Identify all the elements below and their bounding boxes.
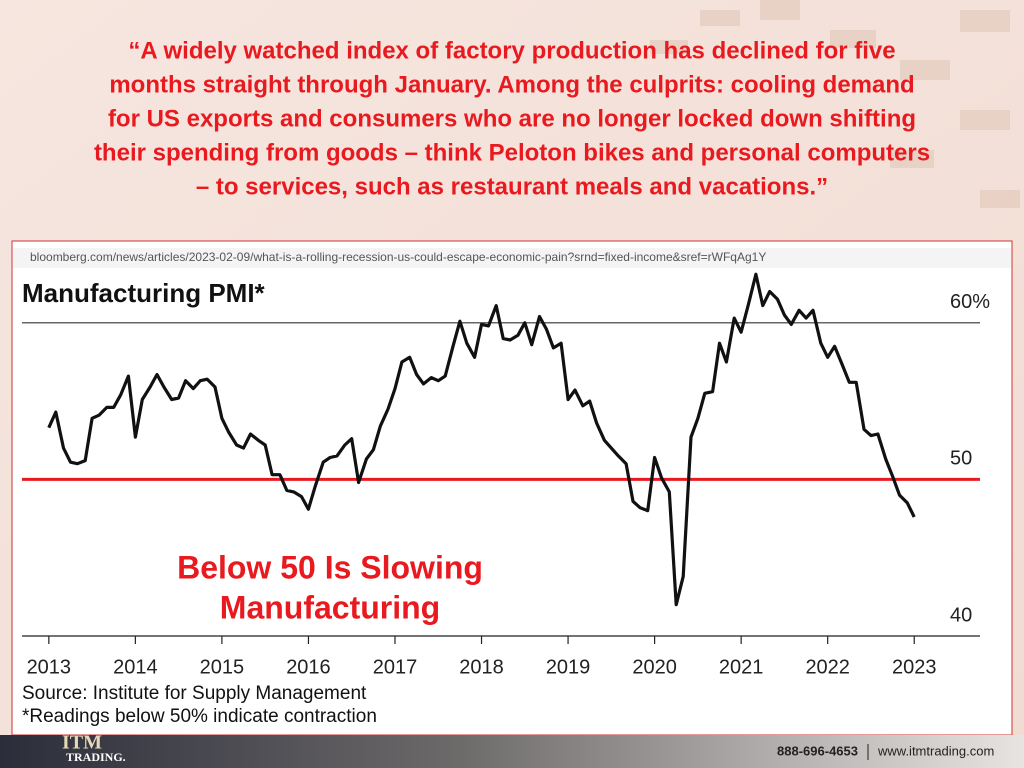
x-tick-label: 2023 <box>892 656 937 678</box>
quote-line: their spending from goods – think Peloto… <box>94 139 930 166</box>
annotation: Below 50 Is Slowing <box>177 549 483 585</box>
annotation: Manufacturing <box>220 589 440 625</box>
x-tick-label: 2022 <box>805 656 850 678</box>
website: www.itmtrading.com <box>877 743 994 758</box>
y-tick-label: 60% <box>950 291 990 313</box>
x-tick-label: 2019 <box>546 656 591 678</box>
y-tick-label: 50 <box>950 448 972 470</box>
x-tick-label: 2018 <box>459 656 504 678</box>
quote-line: months straight through January. Among t… <box>109 71 914 98</box>
line <box>47 272 916 607</box>
url-bar <box>13 248 1011 268</box>
quote-line: for US exports and consumers who are no … <box>108 105 916 132</box>
logo-sub: TRADING. <box>66 750 126 764</box>
x-tick-label: 2016 <box>286 656 331 678</box>
x-tick-label: 2014 <box>113 656 158 678</box>
quote: “A widely watched index of factory produ… <box>94 37 930 200</box>
x-tick-label: 2021 <box>719 656 764 678</box>
phone: 888-696-4653 <box>777 743 858 758</box>
quote-line: “A widely watched index of factory produ… <box>128 37 895 64</box>
note: *Readings below 50% indicate contraction <box>22 706 377 727</box>
x-tick-label: 2020 <box>632 656 677 678</box>
source: Source: Institute for Supply Management <box>22 683 367 704</box>
decor <box>650 0 1020 208</box>
x-tick-label: 2015 <box>200 656 245 678</box>
x-tick-label: 2013 <box>27 656 72 678</box>
logo: ITM <box>62 732 102 754</box>
x-tick-label: 2017 <box>373 656 418 678</box>
quote-line: – to services, such as restaurant meals … <box>196 173 828 200</box>
chart-frame <box>11 240 1013 736</box>
url: bloomberg.com/news/articles/2023-02-09/w… <box>30 250 766 264</box>
footer <box>0 735 1024 768</box>
y-tick-label: 40 <box>950 604 972 626</box>
chart-title: Manufacturing PMI* <box>22 278 266 308</box>
